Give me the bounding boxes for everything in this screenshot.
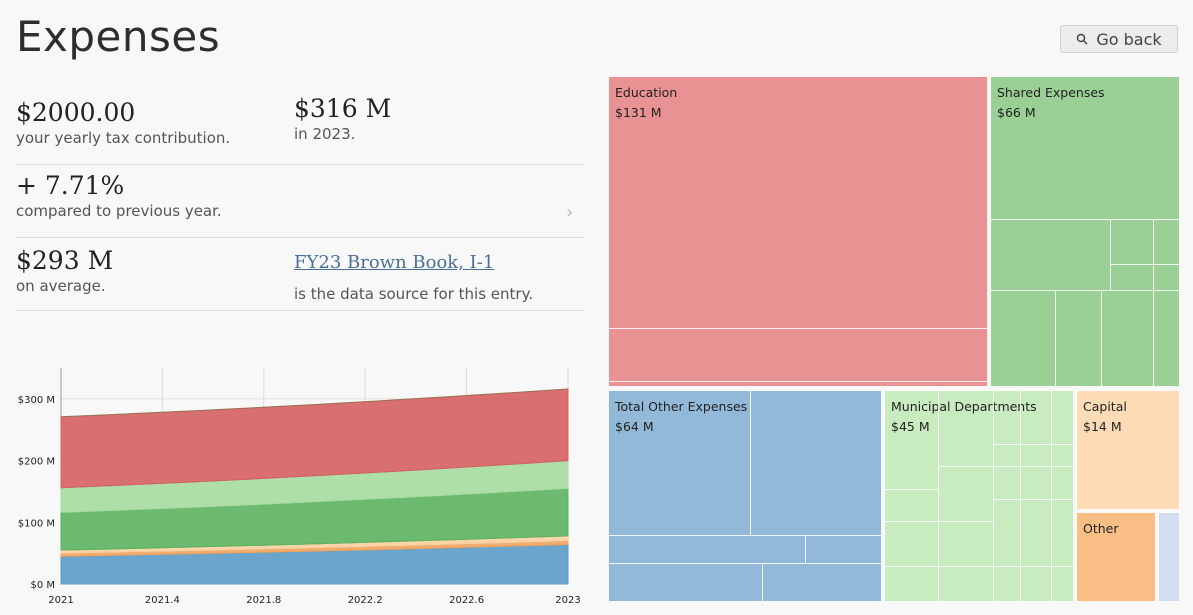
treemap-tile-name: Total Other Expenses <box>615 399 748 414</box>
treemap-subdivider <box>990 290 1180 291</box>
treemap-tile-small[interactable] <box>1158 512 1180 602</box>
treemap-tile-value: $131 M <box>615 105 662 120</box>
chart-areas <box>60 388 569 585</box>
x-tick-label: 2022.2 <box>348 595 383 606</box>
treemap-tile-value: $64 M <box>615 419 654 434</box>
year-stat: $316 M in 2023. <box>294 94 391 144</box>
area-education[interactable] <box>60 388 569 489</box>
contribution-label: your yearly tax contribution. <box>16 129 231 147</box>
stats-row-3: $293 M on average. FY23 Brown Book, I-1 … <box>16 238 584 311</box>
treemap-subdivider <box>1051 390 1052 602</box>
y-tick-label: $200 M <box>18 457 55 468</box>
treemap-subdivider <box>884 521 994 522</box>
average-label: on average. <box>16 277 106 295</box>
treemap-subdivider <box>608 535 882 536</box>
treemap-subdivider <box>805 535 806 563</box>
chart-x-labels: 2021 2021.4 2021.8 2022.2 2022.6 2023 <box>48 595 580 606</box>
treemap-subdivider <box>608 563 882 564</box>
treemap-tile-name: Other <box>1083 521 1119 536</box>
treemap-subdivider <box>1153 219 1154 290</box>
year-value: $316 M <box>294 94 392 123</box>
treemap-tile-total-other-expenses[interactable]: Total Other Expenses $64 M <box>608 390 882 602</box>
x-tick-label: 2021 <box>48 595 73 606</box>
expenses-treemap: Education $131 M Shared Expenses $66 M Total… <box>608 76 1182 602</box>
treemap-subdivider <box>938 390 939 602</box>
contribution-stat: $2000.00 your yearly tax contribution. <box>16 98 230 148</box>
contribution-value: $2000.00 <box>16 98 136 127</box>
x-tick-label: 2022.6 <box>449 595 484 606</box>
x-tick-label: 2021.4 <box>145 595 180 606</box>
source-link[interactable]: FY23 Brown Book, I-1 <box>294 252 495 273</box>
go-back-label: Go back <box>1096 29 1162 49</box>
treemap-subdivider <box>762 563 763 602</box>
magnifier-icon <box>1076 30 1088 49</box>
chart-y-labels: $0 M $100 M $200 M $300 M <box>18 395 55 591</box>
source-stat: FY23 Brown Book, I-1 is the data source … <box>294 248 533 304</box>
treemap-subdivider <box>1055 290 1056 387</box>
expenses-area-chart: $0 M$100 M$200 M$300 M 2021 2021.4 2021.8 2… <box>18 368 581 606</box>
treemap-subdivider <box>750 390 751 535</box>
treemap-subdivider <box>1110 219 1111 290</box>
stats-row-2: + 7.71% compared to previous year. <box>16 165 584 238</box>
chevron-right-icon[interactable]: › <box>566 202 574 223</box>
y-tick-label: $0 M <box>30 580 55 591</box>
treemap-subdivider <box>1153 290 1154 387</box>
treemap-tile-value: $14 M <box>1083 419 1122 434</box>
change-label: compared to previous year. <box>16 202 222 220</box>
treemap-subdivider <box>993 444 1074 445</box>
treemap-subdivider <box>1110 264 1180 265</box>
treemap-tile-municipal-departments[interactable]: Municipal Departments $45 M <box>884 390 1074 602</box>
y-tick-label: $100 M <box>18 518 55 529</box>
treemap-subdivider <box>1101 290 1102 387</box>
treemap-subdivider <box>993 499 1074 500</box>
treemap-tile-value: $66 M <box>997 105 1036 120</box>
y-tick-label: $300 M <box>18 395 55 406</box>
treemap-tile-name: Shared Expenses <box>997 85 1105 100</box>
treemap-subdivider <box>990 219 1180 220</box>
go-back-button[interactable]: Go back <box>1060 25 1178 53</box>
change-value: + 7.71% <box>16 171 125 200</box>
treemap-tile-name: Education <box>615 85 678 100</box>
treemap-tile-name: Capital <box>1083 399 1127 414</box>
treemap-subdivider <box>938 466 1074 467</box>
treemap-subdivider <box>884 566 1074 567</box>
treemap-tile-other[interactable]: Other <box>1076 512 1156 602</box>
stats-panel: $2000.00 your yearly tax contribution. $… <box>16 92 584 311</box>
change-stat: + 7.71% compared to previous year. <box>16 171 222 221</box>
treemap-subdivider <box>993 390 994 602</box>
source-label: is the data source for this entry. <box>294 285 534 303</box>
x-tick-label: 2023 <box>555 595 580 606</box>
page-title: Expenses <box>16 12 221 61</box>
x-tick-label: 2021.8 <box>246 595 281 606</box>
treemap-tile-shared-expenses[interactable]: Shared Expenses $66 M <box>990 76 1180 387</box>
treemap-tile-value: $45 M <box>891 419 930 434</box>
treemap-tile-education[interactable]: Education $131 M <box>608 76 988 387</box>
treemap-tile-capital[interactable]: Capital $14 M <box>1076 390 1180 510</box>
treemap-subdivider <box>608 328 988 329</box>
treemap-subdivider <box>608 381 988 382</box>
year-label: in 2023. <box>294 125 356 143</box>
average-value: $293 M <box>16 246 114 275</box>
average-stat: $293 M on average. <box>16 246 113 296</box>
treemap-subdivider <box>1020 390 1021 602</box>
stats-row-1: $2000.00 your yearly tax contribution. $… <box>16 92 584 165</box>
treemap-subdivider <box>884 489 938 490</box>
treemap-tile-name: Municipal Departments <box>891 399 1037 414</box>
area-edge <box>60 388 569 418</box>
